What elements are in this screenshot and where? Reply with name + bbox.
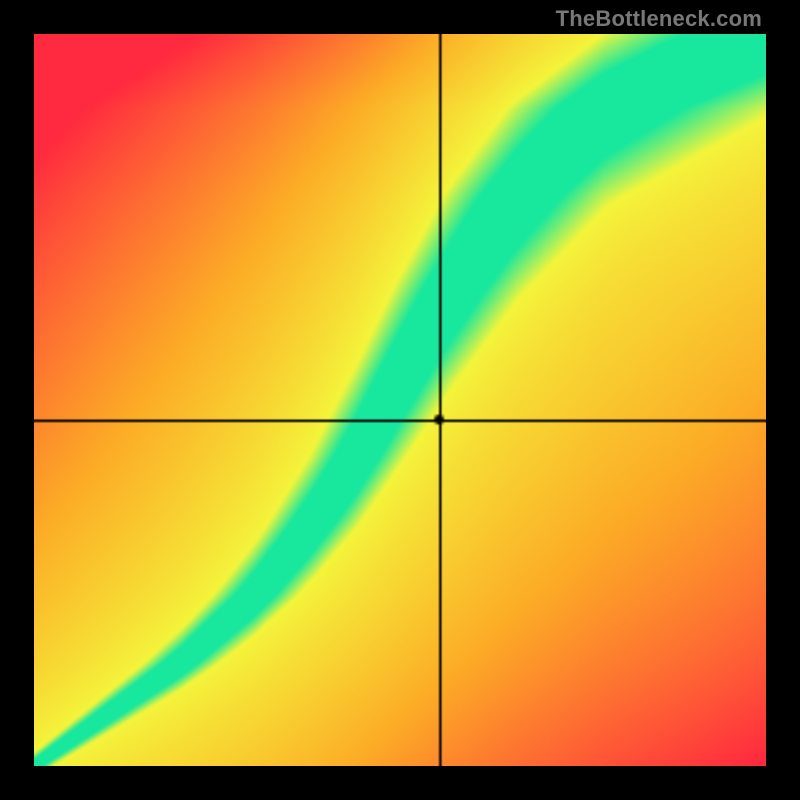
- watermark-text: TheBottleneck.com: [556, 6, 762, 32]
- chart-container: { "watermark": "TheBottleneck.com", "wat…: [0, 0, 800, 800]
- bottleneck-heatmap: [34, 34, 766, 766]
